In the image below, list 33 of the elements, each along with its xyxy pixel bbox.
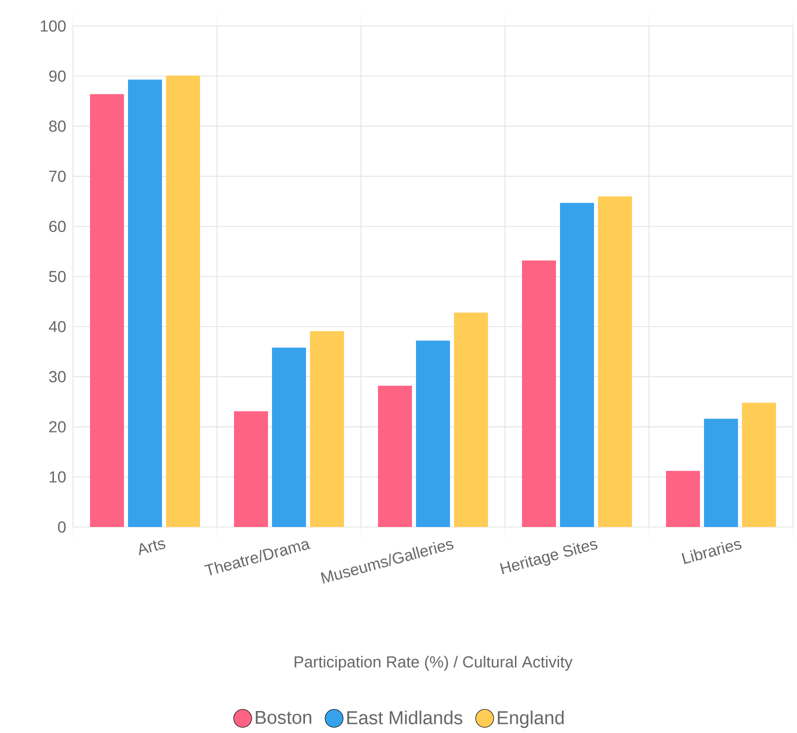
y-tick-label: 80 [49,120,66,132]
bar [272,348,306,527]
y-tick-label: 0 [58,521,66,533]
y-tick-label: 50 [49,270,66,282]
bar [560,202,594,527]
bar [234,411,268,527]
legend-label: East Midlands [347,710,462,724]
bar [416,340,450,527]
legend-label: England [498,710,564,728]
bar [310,331,344,527]
bar [128,80,162,527]
bar [598,196,632,527]
x-tick-label: Arts [138,540,166,556]
bar [454,312,488,527]
x-tick-label: Heritage Sites [500,540,598,574]
bar [666,470,700,527]
bar [704,418,738,527]
x-axis-title: Participation Rate (%) / Cultural Activity [294,656,573,671]
bar [378,386,412,527]
x-tick-label: Libraries [682,540,742,564]
y-tick-label: 20 [49,421,66,432]
y-tick-label: 100 [40,20,66,32]
legend-label: Boston [256,710,312,724]
bar [90,94,124,527]
y-tick-label: 60 [49,220,66,232]
bar [742,402,776,527]
bar [522,260,556,527]
y-tick-label: 10 [50,471,66,483]
bar [166,76,200,527]
y-tick-label: 90 [49,70,66,82]
y-tick-label: 70 [49,170,66,182]
y-tick-label: 40 [48,320,66,332]
y-tick-label: 30 [49,371,66,382]
